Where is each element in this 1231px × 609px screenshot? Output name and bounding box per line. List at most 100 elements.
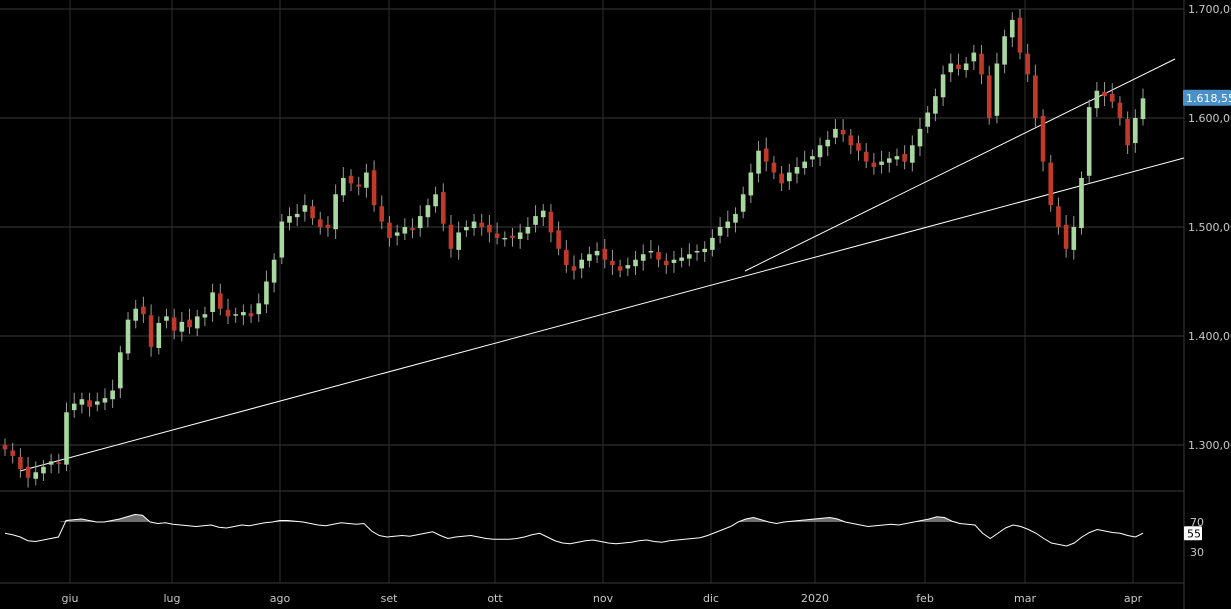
last-price-badge	[1183, 89, 1231, 106]
candle-body	[694, 250, 700, 253]
candle-body	[956, 64, 961, 69]
candle-body	[464, 227, 469, 231]
candle-body	[264, 281, 269, 305]
candle-body	[425, 205, 431, 218]
candle-body	[433, 194, 438, 207]
candle-body	[802, 161, 807, 169]
candle-body	[633, 259, 638, 267]
candle-body	[510, 235, 515, 238]
candle-body	[87, 400, 92, 407]
candle-body	[410, 228, 415, 231]
candle-body	[756, 150, 761, 174]
trend-lines	[19, 58, 1185, 472]
candle-body	[648, 250, 654, 253]
rsi-line	[4, 513, 1144, 547]
candle-body	[341, 177, 346, 196]
candle-body	[302, 205, 308, 212]
candle-body	[933, 96, 938, 114]
candle-body	[2, 445, 8, 450]
trend-line-long	[19, 157, 1185, 472]
candle-body	[1109, 94, 1115, 102]
candle-body	[971, 52, 977, 62]
candle-body	[248, 313, 254, 317]
candle-body	[271, 259, 277, 283]
candle-body	[387, 222, 392, 238]
candle-body	[448, 224, 454, 249]
price-tick-label: 1.500,00	[1188, 221, 1231, 234]
candle-body	[717, 227, 723, 236]
candle-body	[733, 213, 738, 223]
candle-body	[925, 112, 931, 127]
candle-body	[571, 266, 577, 271]
candle-body	[241, 312, 246, 316]
price-tick-label: 1.300,00	[1188, 439, 1231, 452]
candle-body	[18, 456, 23, 469]
candle-body	[786, 172, 792, 182]
candle-body	[33, 472, 39, 479]
candle-body	[886, 158, 892, 163]
candle-body	[456, 232, 461, 250]
candle-body	[494, 233, 500, 238]
candle-body	[94, 401, 100, 405]
candle-body	[656, 252, 661, 260]
candle-body	[1017, 17, 1023, 53]
candle-body	[725, 221, 731, 229]
candle-body	[1079, 177, 1084, 229]
candle-body	[663, 260, 669, 266]
time-tick-label: feb	[916, 592, 934, 605]
rsi-value-label: 55	[1187, 527, 1201, 540]
candle-body	[710, 237, 715, 250]
candle-body	[379, 206, 385, 222]
price-badges: 1.618,55 55	[1183, 89, 1231, 541]
candle-body	[317, 219, 323, 227]
rsi-value-badge	[1184, 526, 1202, 541]
candle-body	[740, 194, 746, 212]
candle-body	[825, 139, 831, 147]
candle-body	[671, 259, 677, 263]
candle-body	[133, 308, 139, 321]
candle-body	[1056, 206, 1061, 227]
candle-body	[687, 254, 692, 259]
candle-body	[48, 461, 54, 465]
candle-body	[863, 151, 869, 162]
rsi-axis: 70 30	[1190, 516, 1204, 559]
candle-body	[894, 156, 900, 160]
time-axis: giu lug ago set ott nov dic 2020 feb mar apr	[61, 592, 1142, 605]
candle-body	[917, 128, 923, 147]
candle-body	[256, 303, 262, 315]
candle-body	[879, 161, 884, 165]
candle-body	[1133, 118, 1138, 144]
candle-body	[994, 63, 1000, 116]
time-tick-label: lug	[163, 592, 180, 605]
price-candles	[2, 9, 1146, 488]
candle-body	[1086, 107, 1092, 176]
candle-body	[141, 306, 146, 315]
candle-body	[487, 224, 492, 233]
time-tick-label: giu	[61, 592, 78, 605]
candle-body	[840, 129, 846, 135]
candle-body	[179, 321, 185, 332]
candle-body	[594, 250, 600, 256]
candle-body	[587, 254, 592, 261]
candle-body	[833, 128, 838, 138]
candle-body	[417, 216, 423, 229]
candle-body	[910, 145, 915, 163]
candle-body	[440, 192, 446, 224]
candle-body	[194, 316, 200, 329]
candle-body	[1040, 115, 1046, 162]
candle-body	[548, 211, 554, 233]
candle-body	[771, 162, 777, 173]
candle-body	[148, 315, 154, 347]
time-tick-label: mar	[1014, 592, 1036, 605]
candle-body	[217, 293, 223, 309]
candle-body	[602, 248, 608, 260]
candle-body	[540, 210, 546, 218]
candle-body	[625, 265, 631, 269]
candle-body	[371, 170, 377, 206]
candle-body	[310, 206, 315, 219]
candle-body	[1063, 224, 1069, 249]
time-tick-label: ago	[270, 592, 291, 605]
candle-body	[763, 148, 769, 162]
candle-body	[287, 216, 292, 223]
